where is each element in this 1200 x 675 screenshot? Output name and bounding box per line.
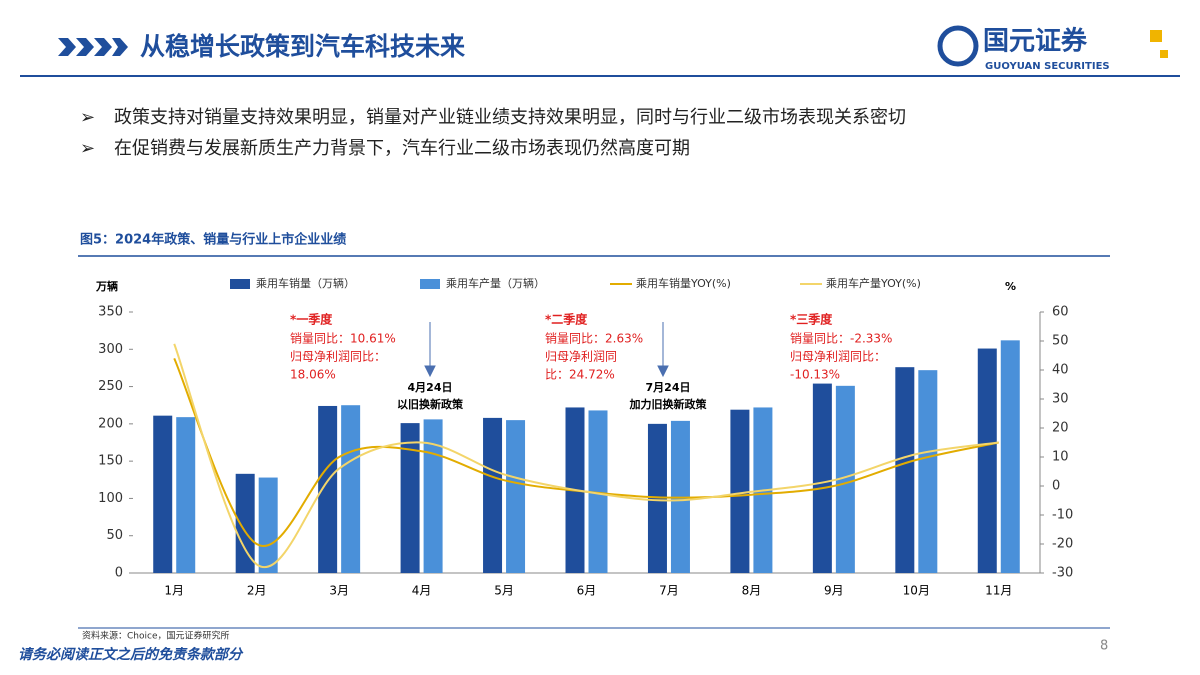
annotation-line: 归母净利润同比： — [790, 350, 886, 364]
bar — [258, 477, 278, 573]
chevrons — [58, 38, 128, 56]
x-tick-label: 1月 — [164, 584, 184, 598]
y2-tick-label: 50 — [1052, 334, 1069, 349]
x-tick-label: 9月 — [824, 584, 844, 598]
y2-tick-label: 20 — [1052, 421, 1069, 436]
y-tick-label: 150 — [98, 454, 123, 469]
y2-tick-label: 60 — [1052, 305, 1069, 320]
x-tick-label: 5月 — [494, 584, 514, 598]
footer: 请务必阅读正文之后的免责条款部分 — [18, 646, 244, 663]
policy-note: 4月24日 — [408, 381, 453, 394]
logo-square — [1150, 30, 1162, 42]
bar — [341, 405, 361, 573]
bullet-list: ➢ 政策支持对销量支持效果明显，销量对产业链业绩支持效果明显，同时与行业二级市场表… — [80, 104, 1090, 162]
bar — [1000, 340, 1020, 573]
x-tick-label: 2月 — [247, 584, 267, 598]
bar — [918, 370, 938, 573]
y2-tick-label: -10 — [1052, 508, 1073, 523]
y-tick-label: 200 — [98, 416, 123, 431]
annotation-line: 销量同比：-2.33% — [790, 332, 892, 346]
bar — [318, 405, 338, 573]
bar — [977, 348, 997, 573]
y-tick-label: 350 — [98, 305, 123, 320]
legend-label: 乘用车产量YOY(%) — [826, 276, 921, 290]
bar — [423, 419, 443, 573]
y-tick-label: 0 — [115, 566, 123, 581]
logo-en: GUOYUAN SECURITIES — [985, 61, 1110, 72]
bar — [483, 417, 503, 573]
bar — [235, 473, 255, 573]
bullet-text: 政策支持对销量支持效果明显，销量对产业链业绩支持效果明显，同时与行业二级市场表现… — [114, 107, 906, 128]
legend-swatch — [230, 279, 250, 289]
policy-note: 以旧换新政策 — [397, 397, 464, 411]
bar — [506, 420, 526, 573]
annotation-line: 归母净利润同比： — [290, 350, 386, 364]
annotation-line: -10.13% — [790, 368, 840, 382]
bullet-text: 在促销费与发展新质生产力背景下，汽车行业二级市场表现仍然高度可期 — [114, 138, 690, 159]
y2-axis-title: % — [1005, 280, 1016, 293]
logo-text: 国元证券 — [983, 27, 1088, 57]
y-tick-label: 300 — [98, 342, 123, 357]
y-tick-label: 100 — [98, 491, 123, 506]
page-number: 8 — [1100, 639, 1108, 654]
x-tick-label: 4月 — [412, 584, 432, 598]
annotation-line: 销量同比：2.63% — [545, 332, 643, 346]
bar — [812, 383, 832, 573]
x-tick-label: 10月 — [903, 584, 930, 598]
line — [173, 343, 999, 569]
chart: 万辆 % 0 50 100 150 200 250 300 350 -30 -20 -10 0 10 20 30… — [95, 276, 1073, 598]
legend-label: 乘用车销量YOY(%) — [636, 276, 731, 290]
y-tick-label: 250 — [98, 379, 123, 394]
policy-note: 加力旧换新政策 — [629, 397, 708, 411]
legend-label: 乘用车销量（万辆） — [256, 276, 355, 290]
annotation-line: 归母净利润同 — [545, 350, 617, 364]
logo-square — [1160, 50, 1168, 58]
legend-label: 乘用车产量（万辆） — [446, 276, 545, 290]
x-tick-label: 8月 — [742, 584, 762, 598]
y-tick-label: 50 — [106, 528, 123, 543]
annotation-title: *二季度 — [545, 312, 588, 327]
header-title: 从稳增长政策到汽车科技未来 — [140, 32, 466, 61]
figure-title: 图5：2024年政策、销量与行业上市企业业绩 — [80, 232, 346, 248]
annotation-title: *一季度 — [290, 312, 333, 327]
source: 资料来源：Choice，国元证券研究所 — [82, 630, 229, 642]
bar — [895, 367, 915, 573]
policy-arrows — [424, 322, 669, 378]
annotation-line: 比：24.72% — [545, 368, 615, 382]
x-tick-label: 3月 — [329, 584, 349, 598]
y2-tick-label: 40 — [1052, 363, 1069, 378]
x-tick-label: 7月 — [659, 584, 679, 598]
policy-note: 7月24日 — [646, 381, 691, 394]
x-tick-label: 11月 — [985, 584, 1012, 598]
bullet: ➢ 政策支持对销量支持效果明显，销量对产业链业绩支持效果明显，同时与行业二级市场表… — [80, 104, 1090, 131]
bar — [153, 415, 173, 573]
line — [173, 357, 999, 548]
y2-tick-label: -20 — [1052, 537, 1073, 552]
logo-mark — [937, 25, 979, 67]
y2-tick-label: 10 — [1052, 450, 1069, 465]
bar — [176, 417, 196, 573]
bullet: ➢ 在促销费与发展新质生产力背景下，汽车行业二级市场表现仍然高度可期 — [80, 135, 1090, 162]
annotation-line: 销量同比：10.61% — [290, 332, 396, 346]
annotation-title: *三季度 — [790, 312, 833, 327]
x-tick-label: 6月 — [577, 584, 597, 598]
bar — [400, 423, 420, 573]
y2-tick-label: -30 — [1052, 566, 1073, 581]
annotation-line: 18.06% — [290, 368, 336, 382]
bar — [647, 423, 667, 573]
bar — [835, 385, 855, 573]
legend-swatch — [420, 279, 440, 289]
y2-tick-label: 0 — [1052, 479, 1060, 494]
bar — [730, 409, 750, 573]
y-axis-title: 万辆 — [95, 279, 118, 293]
y2-tick-label: 30 — [1052, 392, 1069, 407]
bar — [588, 410, 608, 573]
